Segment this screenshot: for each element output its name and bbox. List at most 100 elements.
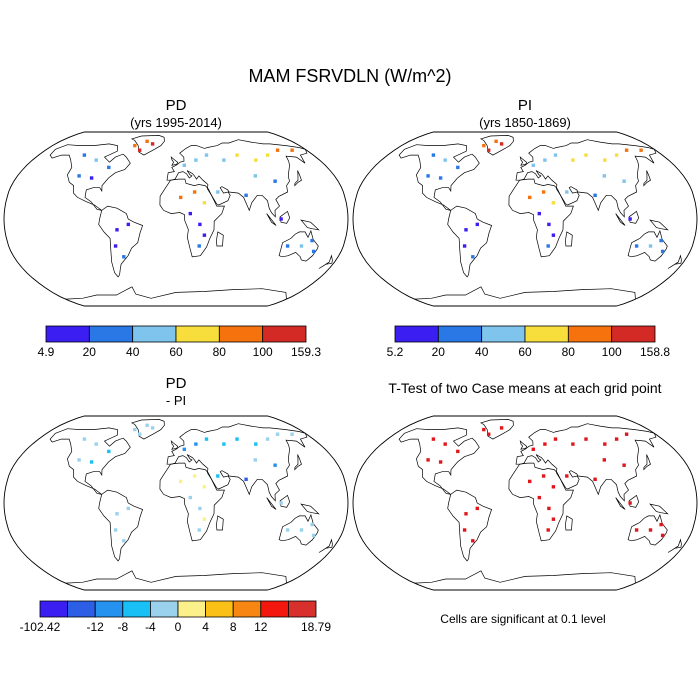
pi-colorbar-tick-label: 60 (518, 345, 532, 359)
pi-colorbar-swatch (481, 325, 526, 343)
pi-cell (593, 193, 597, 197)
pi-map (352, 131, 698, 307)
diff-cell (273, 463, 277, 467)
pi-cell (551, 233, 556, 237)
pi-cell (487, 148, 491, 152)
pi-coast-greenland (479, 135, 514, 156)
pd-cell (133, 143, 137, 148)
pd-cell (179, 195, 183, 200)
pi-coast-north-america (398, 143, 480, 211)
diff-cell (254, 442, 258, 446)
pi-colorbar-tick-label: 158.8 (640, 345, 670, 359)
pd-cell (216, 190, 220, 194)
pi-cell (634, 244, 639, 248)
figure-title: MAM FSRVDLN (W/m^2) (248, 66, 451, 86)
pd-coast-australia (278, 229, 319, 262)
pd-cell (285, 244, 290, 248)
diff-cell (275, 432, 280, 436)
pi-cell (426, 174, 430, 178)
pd-coast-south-america (98, 205, 144, 278)
pi-globe-outline (352, 131, 698, 307)
ttest-coast-new-guinea (649, 503, 669, 515)
diff-coast-africa (159, 462, 225, 542)
pd-cell (188, 211, 192, 216)
diff-cell (122, 539, 126, 543)
pd-cell (279, 217, 283, 221)
pd-cell (198, 222, 202, 227)
diff-coast-sumatra-borneo (266, 497, 277, 510)
pd-colorbar-tick-label: 4.9 (38, 345, 55, 359)
pi-title: PI (518, 97, 532, 114)
diff-cell (222, 442, 226, 446)
pi-colorbar-tick-label: 40 (475, 345, 489, 359)
diff-colorbar-swatch (149, 600, 179, 618)
ttest-cell (482, 427, 486, 432)
pi-colorbar: 5.2 20 40 60 80 100 158.8 (387, 325, 670, 359)
pi-coast-antarctica (414, 286, 636, 300)
diff-colorbar-swatch (205, 600, 234, 618)
pi-subtitle: (yrs 1850-1869) (479, 115, 571, 130)
pi-cell (614, 153, 619, 157)
pd-cell (254, 158, 258, 162)
ttest-coast-north-america (398, 427, 480, 495)
pi-coast-sumatra-borneo (615, 213, 626, 226)
pd-colorbar-swatch (218, 325, 264, 343)
diff-coast-antarctica (65, 570, 287, 584)
diff-cell (310, 522, 314, 527)
pd-coast-madagascar (216, 231, 224, 247)
diff-colorbar-tick-label: 0 (175, 620, 182, 634)
pi-cell (494, 139, 498, 143)
pi-cell (551, 201, 556, 205)
ttest-cell (565, 474, 569, 478)
diff-coast-north-america (49, 427, 131, 495)
diff-coast-japan (294, 454, 302, 471)
pd-coast-sumatra-borneo (266, 213, 277, 226)
diff-coast-australia (278, 513, 319, 546)
ttest-cell (438, 460, 443, 464)
pd-cell (192, 190, 197, 194)
pd-cell (235, 153, 239, 157)
pd-cell (202, 233, 207, 237)
diff-subtitle: - PI (166, 393, 186, 408)
pi-coast-south-america (447, 205, 493, 278)
ttest-cell (547, 506, 551, 511)
pd-cell (204, 153, 209, 157)
pi-cell (431, 153, 436, 157)
diff-colorbar-tick-label: 8 (230, 620, 237, 634)
pi-coast-new-guinea (649, 219, 669, 231)
ttest-cell (602, 458, 606, 462)
diff-cell (235, 437, 239, 441)
diff-cell (133, 427, 137, 432)
pd-cell (145, 139, 149, 143)
diff-colorbar-tick-label: -4 (145, 620, 156, 634)
ttest-coast-antarctica (414, 570, 636, 584)
pi-coast-australia (627, 229, 668, 262)
pd-coast-greenland (130, 135, 165, 156)
pd-coast-new-guinea (300, 219, 320, 231)
pd-colorbar-swatch (45, 325, 90, 343)
pd-colorbar-tick-label: 80 (213, 345, 227, 359)
pi-cell (471, 255, 475, 259)
diff-cell (192, 474, 197, 478)
diff-colorbar: -102.42 -12 -8 -4 0 4 8 12 18.79 (20, 600, 331, 634)
ttest-cell (456, 449, 460, 454)
pi-colorbar-swatch (567, 325, 613, 343)
pd-colorbar-swatch (262, 325, 307, 343)
pi-cell (602, 174, 606, 178)
pi-cell (462, 244, 467, 248)
pi-cell (603, 158, 607, 162)
ttest-cell (622, 463, 626, 467)
diff-colorbar-tick-label: -102.42 (20, 620, 61, 634)
ttest-cell (499, 426, 504, 430)
pi-colorbar-swatch (611, 325, 656, 343)
pd-cell (253, 174, 257, 178)
pd-cell (182, 163, 186, 167)
pi-coast-borneo (628, 210, 640, 224)
ttest-cell (660, 533, 665, 538)
diff-cell (138, 432, 142, 436)
pi-coast-africa (508, 178, 574, 258)
diff-cell (265, 437, 270, 441)
ttest-cell (475, 506, 479, 511)
ttest-coast-australia (627, 513, 668, 546)
